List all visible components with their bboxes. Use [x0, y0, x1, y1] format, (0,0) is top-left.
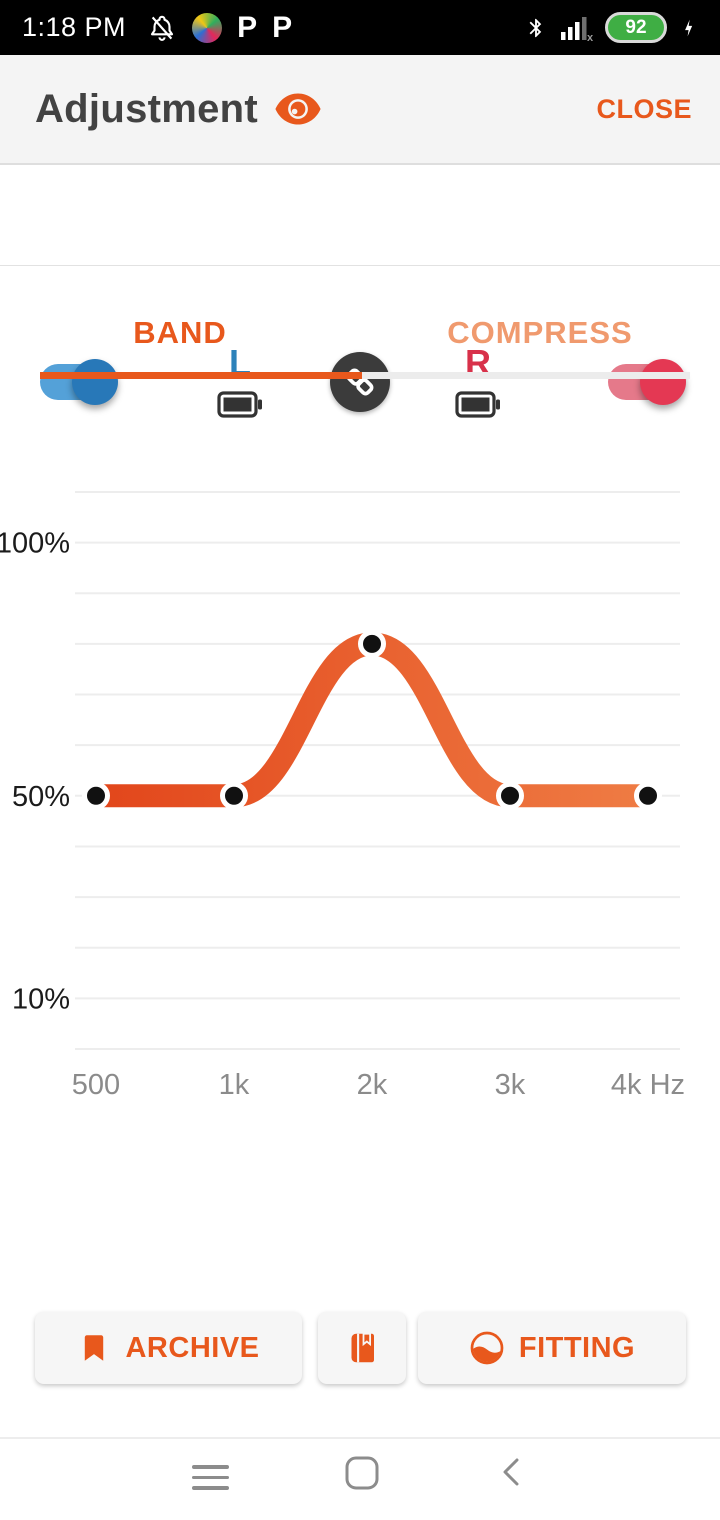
device-row: L R: [0, 167, 720, 418]
archive-button[interactable]: ARCHIVE: [35, 1312, 302, 1384]
x-axis-label: 2k: [357, 1069, 388, 1101]
band-point-4k[interactable]: [634, 781, 662, 810]
x-axis-label: 1k: [219, 1069, 250, 1101]
x-axis-label: 4k Hz: [611, 1069, 685, 1101]
battery-full-icon: [455, 391, 501, 423]
band-curve: [84, 632, 660, 808]
recents-icon[interactable]: [192, 1458, 229, 1497]
link-channels-button[interactable]: [330, 352, 390, 412]
right-toggle-thumb[interactable]: [640, 359, 686, 405]
archive-button-label: ARCHIVE: [125, 1331, 260, 1364]
bookmark-icon: [77, 1331, 111, 1365]
y-axis-label: 10%: [12, 983, 70, 1015]
signal-no-internet-icon: x: [558, 13, 594, 43]
tab-indicator-track: [40, 372, 690, 379]
y-axis-label: 50%: [12, 781, 70, 813]
tab-active-indicator: [40, 372, 362, 379]
band-chart[interactable]: 100% 50% 10% 500 1k 2k 3k 4k Hz: [0, 430, 720, 1120]
p-app-icon: P: [237, 10, 258, 44]
right-device-column: R: [433, 345, 523, 423]
status-right-cluster: x 92: [525, 12, 698, 43]
fitting-button[interactable]: FITTING: [418, 1312, 686, 1384]
status-bar: 1:18 PM P P x 92: [0, 0, 720, 55]
left-toggle-thumb[interactable]: [72, 359, 118, 405]
band-point-2k[interactable]: [358, 629, 386, 658]
wave-circle-icon: [469, 1330, 505, 1366]
band-point-3k[interactable]: [496, 781, 524, 810]
nav-separator: [0, 1437, 720, 1439]
y-axis-label: 100%: [0, 528, 70, 560]
notifications-off-icon: [147, 13, 177, 43]
close-button[interactable]: CLOSE: [596, 93, 692, 124]
x-axis-label: 500: [72, 1069, 120, 1101]
left-device-label: L: [229, 342, 251, 383]
tab-band[interactable]: BAND: [0, 315, 360, 351]
tab-compress[interactable]: COMPRESS: [360, 315, 720, 351]
app-color-circle-icon: [192, 12, 223, 43]
battery-pill: 92: [605, 12, 667, 43]
left-toggle[interactable]: [40, 359, 118, 405]
left-device-column: L: [195, 345, 285, 423]
page-title: Adjustment: [35, 86, 258, 131]
charging-bolt-icon: [678, 14, 698, 42]
fitting-button-label: FITTING: [518, 1331, 636, 1364]
back-icon[interactable]: [500, 1457, 522, 1490]
band-point-500[interactable]: [82, 781, 110, 810]
eye-icon: [274, 92, 322, 126]
p-app-icon: P: [272, 10, 293, 44]
x-axis-label: 3k: [495, 1069, 526, 1101]
archive-book-button[interactable]: [318, 1312, 406, 1384]
bluetooth-icon: [525, 14, 547, 42]
header: Adjustment CLOSE: [0, 55, 720, 165]
home-icon[interactable]: [344, 1455, 380, 1494]
band-point-1k[interactable]: [220, 781, 248, 810]
battery-percent: 92: [625, 16, 647, 38]
right-toggle[interactable]: [608, 359, 686, 405]
book-icon: [344, 1330, 380, 1366]
status-time: 1:18 PM: [22, 12, 127, 42]
link-icon: [344, 366, 376, 398]
svg-text:x: x: [587, 32, 594, 43]
battery-full-icon: [217, 391, 263, 423]
